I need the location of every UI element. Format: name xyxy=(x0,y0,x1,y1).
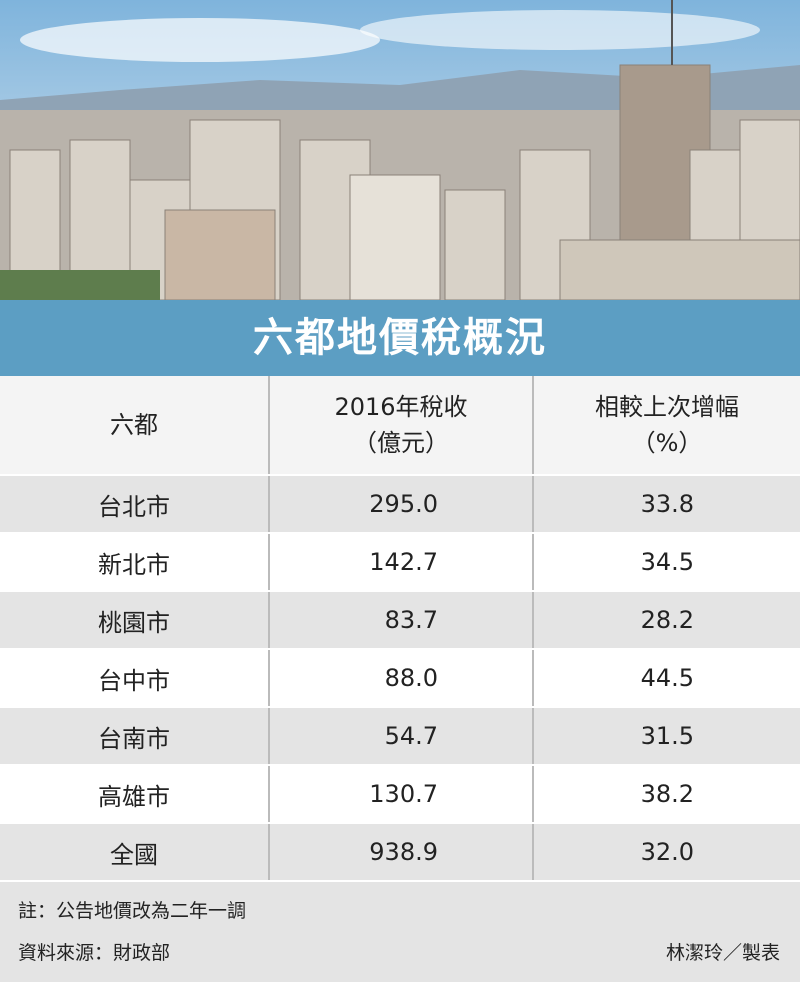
cell-text: 全國 xyxy=(110,840,158,869)
cell-text: 130.7 xyxy=(369,780,438,808)
table-row: 台南市 54.7 31.5 xyxy=(0,708,800,766)
cell-text: 54.7 xyxy=(384,722,438,750)
note: 註：公告地價改為二年一調 xyxy=(18,900,247,922)
cell-text: 33.8 xyxy=(640,490,694,518)
cell-text: 44.5 xyxy=(640,664,694,692)
table-cell: 88.0 xyxy=(268,650,532,706)
cell-text: 新北市 xyxy=(98,550,170,579)
cell-text: 88.0 xyxy=(384,664,438,692)
cell-text: 台北市 xyxy=(98,492,170,521)
cell-text: 28.2 xyxy=(640,606,694,634)
table-cell: 44.5 xyxy=(532,650,800,706)
table-cell: 32.0 xyxy=(532,824,800,880)
footer: 註：公告地價改為二年一調 資料來源：財政部 林潔玲／製表 xyxy=(0,882,800,982)
table-cell: 33.8 xyxy=(532,476,800,532)
table-cell: 新北市 xyxy=(0,534,268,590)
header-text: 相較上次增幅 xyxy=(595,393,739,421)
cell-text: 938.9 xyxy=(369,838,438,866)
table-cell: 28.2 xyxy=(532,592,800,648)
table-cell: 台中市 xyxy=(0,650,268,706)
header-cell: 2016年稅收 （億元） xyxy=(268,376,532,474)
table-row: 新北市 142.7 34.5 xyxy=(0,534,800,592)
cell-text: 34.5 xyxy=(640,548,694,576)
table-cell: 台北市 xyxy=(0,476,268,532)
header-text: 2016年稅收 xyxy=(334,393,468,421)
table-row: 高雄市 130.7 38.2 xyxy=(0,766,800,824)
header-text: （%） xyxy=(631,429,703,457)
header-cell: 六都 xyxy=(0,376,268,474)
cell-text: 32.0 xyxy=(640,838,694,866)
table-cell: 34.5 xyxy=(532,534,800,590)
table-row: 全國 938.9 32.0 xyxy=(0,824,800,882)
table-cell: 桃園市 xyxy=(0,592,268,648)
credit: 林潔玲／製表 xyxy=(665,942,780,964)
table-cell: 高雄市 xyxy=(0,766,268,822)
table-cell: 142.7 xyxy=(268,534,532,590)
table-cell: 38.2 xyxy=(532,766,800,822)
title: 六都地價稅概況 xyxy=(0,300,800,376)
header-text: 六都 xyxy=(110,411,158,439)
cell-text: 高雄市 xyxy=(98,782,170,811)
table-cell: 31.5 xyxy=(532,708,800,764)
cell-text: 295.0 xyxy=(369,490,438,518)
header-text: （億元） xyxy=(353,429,449,457)
cell-text: 桃園市 xyxy=(98,608,170,637)
table-cell: 130.7 xyxy=(268,766,532,822)
cell-text: 台南市 xyxy=(98,724,170,753)
table-cell: 全國 xyxy=(0,824,268,880)
cell-text: 台中市 xyxy=(98,666,170,695)
header-row: 六都 2016年稅收 （億元） 相較上次增幅 （%） xyxy=(0,376,800,476)
city-photo xyxy=(0,0,800,300)
table-row: 桃園市 83.7 28.2 xyxy=(0,592,800,650)
table-cell: 938.9 xyxy=(268,824,532,880)
header-cell: 相較上次增幅 （%） xyxy=(532,376,800,474)
cell-text: 142.7 xyxy=(369,548,438,576)
table-cell: 295.0 xyxy=(268,476,532,532)
table-cell: 54.7 xyxy=(268,708,532,764)
table-row: 台中市 88.0 44.5 xyxy=(0,650,800,708)
cell-text: 31.5 xyxy=(640,722,694,750)
table-row: 台北市 295.0 33.8 xyxy=(0,476,800,534)
cell-text: 38.2 xyxy=(640,780,694,808)
cell-text: 83.7 xyxy=(384,606,438,634)
table-cell: 83.7 xyxy=(268,592,532,648)
source: 資料來源：財政部 xyxy=(18,942,171,964)
table-cell: 台南市 xyxy=(0,708,268,764)
